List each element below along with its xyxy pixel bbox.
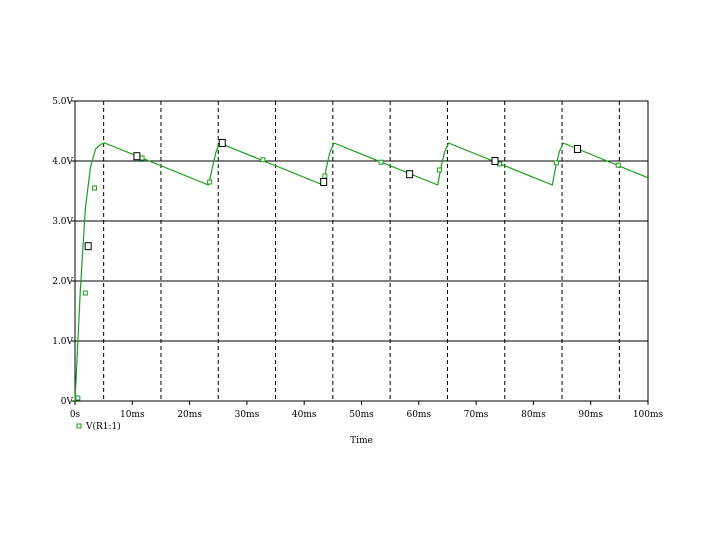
x-tick-label: 0s bbox=[70, 410, 81, 420]
y-tick-label: 1.0V bbox=[52, 337, 73, 347]
series-square-marker bbox=[322, 173, 328, 179]
y-tick-label: 0V bbox=[61, 397, 74, 407]
cursor-marker bbox=[320, 178, 328, 186]
x-tick-label: 100ms bbox=[633, 410, 664, 420]
cursor-marker bbox=[406, 170, 414, 179]
series-square-marker bbox=[260, 157, 266, 163]
series-square-marker bbox=[378, 159, 384, 165]
cursor-marker bbox=[84, 242, 92, 251]
series-square-marker bbox=[615, 162, 621, 168]
grid-layer bbox=[75, 101, 648, 401]
legend-swatch-icon bbox=[76, 423, 82, 429]
series-square-marker bbox=[82, 290, 88, 296]
y-tick-label: 5.0V bbox=[52, 97, 73, 107]
x-tick-label: 20ms bbox=[177, 410, 202, 420]
x-tick-label: 30ms bbox=[235, 410, 260, 420]
tick-layer: 0s 10ms 20ms 30ms 40ms 50ms 60ms 70ms 80ms 90ms 10… bbox=[52, 97, 663, 420]
legend: V(R1:1) bbox=[76, 421, 121, 432]
x-tick-label: 10ms bbox=[120, 410, 145, 420]
x-axis-title: Time bbox=[350, 436, 373, 446]
y-tick-label: 2.0V bbox=[52, 277, 73, 287]
cursor-marker bbox=[574, 145, 582, 153]
x-tick-label: 90ms bbox=[578, 410, 603, 420]
series-square-marker bbox=[139, 155, 145, 161]
x-tick-label: 60ms bbox=[406, 410, 431, 420]
series-square-marker bbox=[91, 185, 97, 191]
y-tick-label: 3.0V bbox=[52, 217, 73, 227]
x-tick-label: 50ms bbox=[349, 410, 374, 420]
legend-label: V(R1:1) bbox=[85, 421, 121, 432]
series-square-marker bbox=[207, 179, 213, 185]
x-tick-label: 40ms bbox=[292, 410, 317, 420]
x-tick-label: 80ms bbox=[521, 410, 546, 420]
marker-layer bbox=[75, 139, 621, 401]
series-square-marker bbox=[553, 160, 559, 166]
cursor-marker bbox=[491, 157, 499, 165]
cursor-marker bbox=[218, 139, 226, 147]
series-square-marker bbox=[436, 167, 442, 173]
series-square-marker bbox=[75, 395, 81, 401]
y-tick-label: 4.0V bbox=[52, 157, 73, 167]
x-tick-label: 70ms bbox=[464, 410, 489, 420]
cursor-marker bbox=[133, 152, 141, 161]
